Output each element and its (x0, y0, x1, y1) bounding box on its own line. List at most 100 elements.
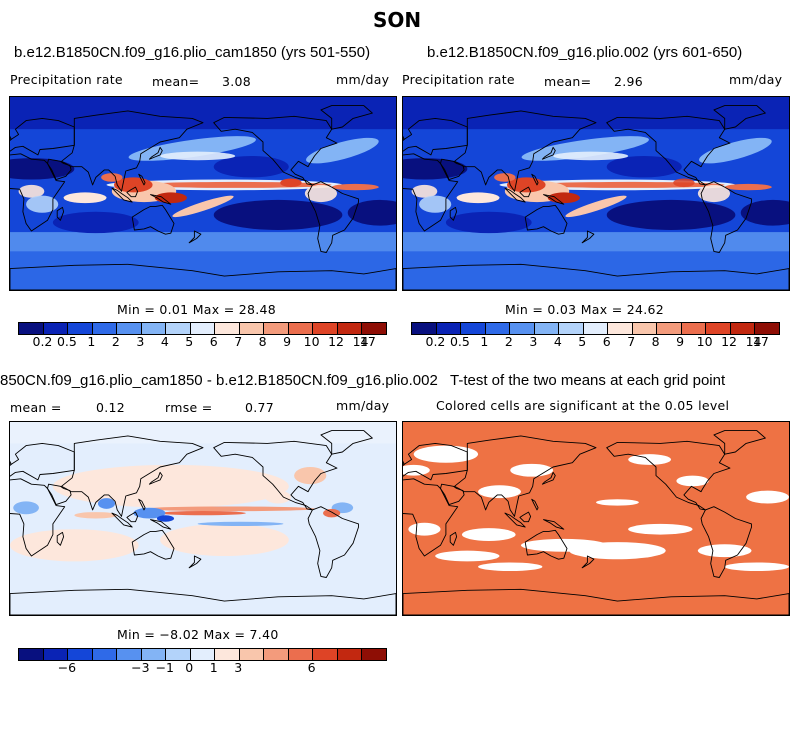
indian-ocean-conv (456, 192, 500, 204)
colorbar-tick-label: 4 (553, 334, 562, 349)
continent-outline-uk (403, 135, 405, 140)
colorbar-tick-label: 12 (328, 334, 345, 349)
panel2-title: b.e12.B1850CN.f09_g16.plio.002 (yrs 601-… (427, 44, 743, 61)
colorbar-segment (755, 323, 779, 334)
amazon (697, 184, 731, 203)
colorbar-tick-label: −3 (131, 660, 150, 675)
dry-zone-sepacific (606, 199, 736, 230)
continent-outline-japan (541, 471, 556, 485)
panel3-colorbar (18, 648, 387, 661)
panel2-mean-value: 2.96 (614, 74, 644, 89)
continent-outline-australia (524, 204, 568, 235)
continent-outline-uk (10, 135, 12, 140)
colorbar-tick-label: 14 (745, 334, 762, 349)
panel3-rmse-value: 0.77 (245, 400, 275, 415)
diff-negative-core (156, 515, 175, 522)
diff-itcz-positive (144, 506, 316, 512)
continent-outline-nam (606, 440, 731, 511)
colorbar-tick-label: 5 (578, 334, 587, 349)
colorbar-tick-label: −1 (155, 660, 175, 675)
colorbar-segment (436, 323, 462, 334)
colorbar-tick-label: 9 (283, 334, 292, 349)
panel1-colorbar (18, 322, 387, 335)
southern-band (10, 251, 396, 290)
storm-track-core (553, 151, 629, 161)
continent-outline-europe (10, 117, 75, 156)
storm-track-core (160, 151, 236, 161)
continent-outline-philippines (531, 173, 539, 186)
colorbar-segment (337, 649, 363, 660)
continent-outline-borneo (519, 186, 532, 198)
continent-outline-japan (148, 146, 163, 160)
panel2-map (402, 96, 790, 291)
panel3-colorbar-ticks: −6 −3 −1 0 1 3 6 (18, 660, 385, 676)
diff-negative-band (197, 521, 284, 527)
colorbar-segment (43, 649, 69, 660)
colorbar-segment (706, 323, 731, 334)
diff-positive-spacific (160, 523, 289, 557)
colorbar-segment (485, 323, 511, 334)
panel3-minmax: Min = −8.02 Max = 7.40 (117, 627, 279, 642)
nonsignificant-area-3 (435, 550, 500, 562)
colorbar-tick-label: 8 (258, 334, 267, 349)
colorbar-tick-label: 2 (504, 334, 513, 349)
colorbar-tick-label: 0.2 (32, 334, 53, 349)
east-pacific-max (280, 178, 302, 188)
spcz (172, 195, 234, 218)
continent-outline-australia (131, 529, 175, 560)
continent-outline-nam (606, 115, 731, 186)
continent-outline-asia (454, 435, 597, 517)
continent-outline-sam (307, 506, 359, 578)
continent-outline-borneo (126, 511, 139, 523)
colorbar-segment (239, 649, 265, 660)
nonsignificant-area-6 (628, 523, 693, 535)
colorbar-segment (19, 649, 44, 660)
nonsignificant-area-9 (408, 522, 441, 536)
colorbar-segment (92, 649, 118, 660)
colorbar-segment (362, 323, 386, 334)
south-africa-wet (26, 195, 59, 213)
continent-outline-australia (524, 529, 568, 560)
colorbar-tick-label: 6 (602, 334, 611, 349)
colorbar-segment (730, 323, 756, 334)
panel4-map (402, 421, 790, 616)
polar-band (10, 422, 396, 444)
colorbar-tick-label: 5 (185, 334, 194, 349)
colorbar-segment (166, 649, 191, 660)
colorbar-segment (215, 323, 240, 334)
dry-zone-satlantic (347, 199, 396, 226)
dry-zone-npacific (213, 155, 289, 178)
colorbar-segment (313, 323, 338, 334)
nonsignificant-area-16 (628, 454, 672, 465)
colorbar-tick-label: 10 (696, 334, 713, 349)
colorbar-segment (559, 323, 584, 334)
continent-outline-africa (10, 478, 66, 557)
nonsignificant-area-2 (461, 528, 516, 542)
panel1-title: b.e12.B1850CN.f09_g16.plio_cam1850 (yrs … (14, 44, 371, 61)
colorbar-tick-label: 9 (676, 334, 685, 349)
colorbar-segment (117, 323, 142, 334)
colorbar-segment (288, 323, 314, 334)
continent-outline-madagascar (449, 531, 458, 546)
storm-track-natlantic (699, 137, 772, 164)
nonsignificant-area-10 (510, 463, 554, 477)
colorbar-tick-label: 7 (627, 334, 636, 349)
colorbar-segment (681, 323, 707, 334)
colorbar-tick-label: 0.2 (425, 334, 446, 349)
continent-outline-sam (307, 181, 359, 253)
continent-outline-japan (148, 471, 163, 485)
dry-zone-satlantic (740, 199, 789, 226)
colorbar-tick-label: 0 (185, 660, 194, 675)
panel3-title: 850CN.f09_g16.plio_cam1850 - b.e12.B1850… (0, 372, 438, 389)
southern-storm-track (10, 232, 396, 252)
nonsignificant-area-5 (569, 542, 666, 560)
diff-positive-midlat (52, 464, 289, 508)
panel3-map (9, 421, 397, 616)
colorbar-tick-label: 10 (303, 334, 320, 349)
nonsignificant-area-14 (596, 499, 639, 506)
panel1-map-svg (10, 97, 396, 290)
page-title: SON (373, 8, 422, 32)
colorbar-tick-label: 6 (209, 334, 218, 349)
amazon (304, 184, 338, 203)
colorbar-segment (510, 323, 535, 334)
